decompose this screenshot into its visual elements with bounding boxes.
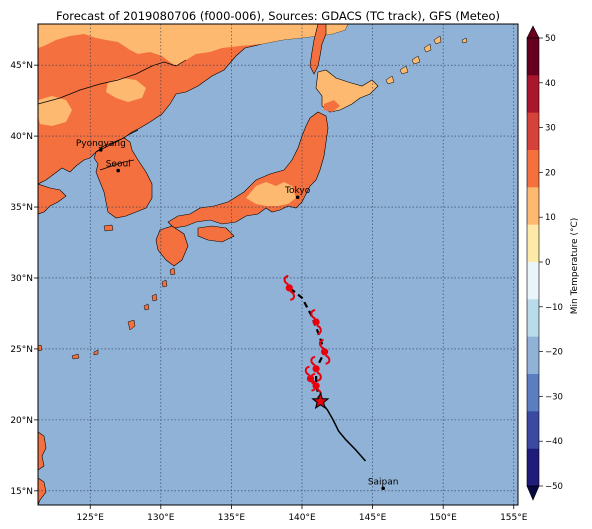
city-label: Tokyo <box>284 186 311 196</box>
lat-tick-label: 30°N <box>10 274 33 284</box>
lat-tick-label: 35°N <box>10 203 33 213</box>
forecast-track-line <box>287 285 326 402</box>
colorbar-segment <box>527 224 539 263</box>
honshu-cooler-area <box>246 182 296 206</box>
colorbar-segment <box>527 75 539 113</box>
storm-tracks <box>287 285 367 462</box>
storm-symbols <box>283 274 331 410</box>
lon-tick-label: 155°E <box>500 513 528 523</box>
colorbar-segment <box>527 112 539 151</box>
colorbar-tick-label: 20 <box>545 168 556 178</box>
figure-title: Forecast of 2019080706 (f000-006), Sourc… <box>56 9 500 23</box>
colorbar-min-extension <box>526 485 540 501</box>
lon-tick-label: 145°E <box>359 513 387 523</box>
past-track-line <box>319 400 367 462</box>
lat-tick-label: 45°N <box>10 61 33 71</box>
city-dot <box>116 168 120 173</box>
city-dot <box>99 148 103 152</box>
lon-tick-label: 140°E <box>288 513 316 523</box>
kuril-islands <box>385 35 468 85</box>
colorbar-tick-label: 0 <box>545 258 550 268</box>
colorbar-tick-label: −40 <box>545 437 563 447</box>
colorbar-segment <box>527 38 539 76</box>
cooler-region-west <box>38 96 72 126</box>
lon-tick-label: 135°E <box>218 513 246 523</box>
gridlines <box>38 24 518 505</box>
lat-tick-label: 15°N <box>10 487 33 497</box>
sakhalin-island <box>309 24 327 75</box>
colorbar-segment <box>527 411 539 449</box>
ryukyu-islands <box>71 267 176 360</box>
colorbar-segment <box>527 299 539 337</box>
lon-tick-label: 150°E <box>429 513 457 523</box>
current-position-star-icon <box>311 391 330 410</box>
storm-symbol-icon <box>318 338 331 365</box>
colorbar-segment <box>527 187 539 225</box>
colorbar-tick-label: 10 <box>545 213 556 223</box>
colorbar-tick-label: 50 <box>545 34 556 44</box>
jeju-island <box>103 224 114 232</box>
city-dot <box>295 195 300 200</box>
colorbar-segment <box>527 262 539 300</box>
colorbar-tick-label: −30 <box>545 392 563 402</box>
continent-southern-coast <box>38 183 67 215</box>
lon-tick-label: 125°E <box>77 513 105 523</box>
colorbar-segment <box>527 374 539 412</box>
kyushu-island <box>155 225 189 267</box>
colorbar: 50 40 30 20 10 0 −10 −20 −30 −40 −50 Min Temperatu… <box>526 25 580 501</box>
lat-tick-label: 25°N <box>10 345 33 355</box>
longitude-ticks: 125°E 130°E 135°E 140°E 145°E 150°E 155°E <box>77 505 528 523</box>
city-label: Saipan <box>368 477 399 487</box>
colorbar-tick-label: −50 <box>545 482 563 492</box>
colorbar-tick-label: −20 <box>545 348 563 358</box>
cooler-region-north <box>38 24 348 66</box>
city-label: Seoul <box>106 160 131 170</box>
storm-symbol-icon <box>304 365 317 392</box>
latitude-ticks: 15°N 20°N 25°N 30°N 35°N 40°N 45°N <box>10 61 38 497</box>
storm-symbol-icon <box>310 355 322 382</box>
korean-peninsula <box>93 137 153 219</box>
colorbar-segment <box>527 448 539 487</box>
small-island <box>38 344 43 352</box>
country-border-dmz <box>99 159 135 171</box>
lat-tick-label: 40°N <box>10 132 33 142</box>
map-panel: Pyongyang Seoul Tokyo Saipan <box>38 24 518 505</box>
colorbar-max-extension <box>526 25 540 39</box>
colorbar-segment <box>527 336 539 375</box>
map-frame <box>37 23 519 506</box>
colorbar-tick-label: 40 <box>545 79 556 89</box>
country-border-korea <box>95 129 139 153</box>
continent-landmass <box>38 24 349 185</box>
colorbar-tick-label: −10 <box>545 303 563 313</box>
city-markers: Pyongyang Seoul Tokyo Saipan <box>76 139 399 491</box>
city-dot <box>381 486 385 491</box>
hokkaido-warm-area <box>324 100 340 112</box>
cooler-region-manchuria <box>106 78 146 102</box>
colorbar-segment <box>527 150 539 188</box>
storm-symbol-icon <box>310 309 322 335</box>
colorbar-tick-label: 30 <box>545 124 556 134</box>
philippines-fragment <box>38 431 47 505</box>
shikoku-island <box>197 225 235 243</box>
lat-tick-label: 20°N <box>10 416 33 426</box>
lon-tick-label: 130°E <box>147 513 175 523</box>
storm-symbol-icon <box>283 274 296 301</box>
colorbar-label: Min Temperature (°C) <box>570 218 580 315</box>
country-border <box>38 59 187 105</box>
city-label: Pyongyang <box>76 139 126 149</box>
